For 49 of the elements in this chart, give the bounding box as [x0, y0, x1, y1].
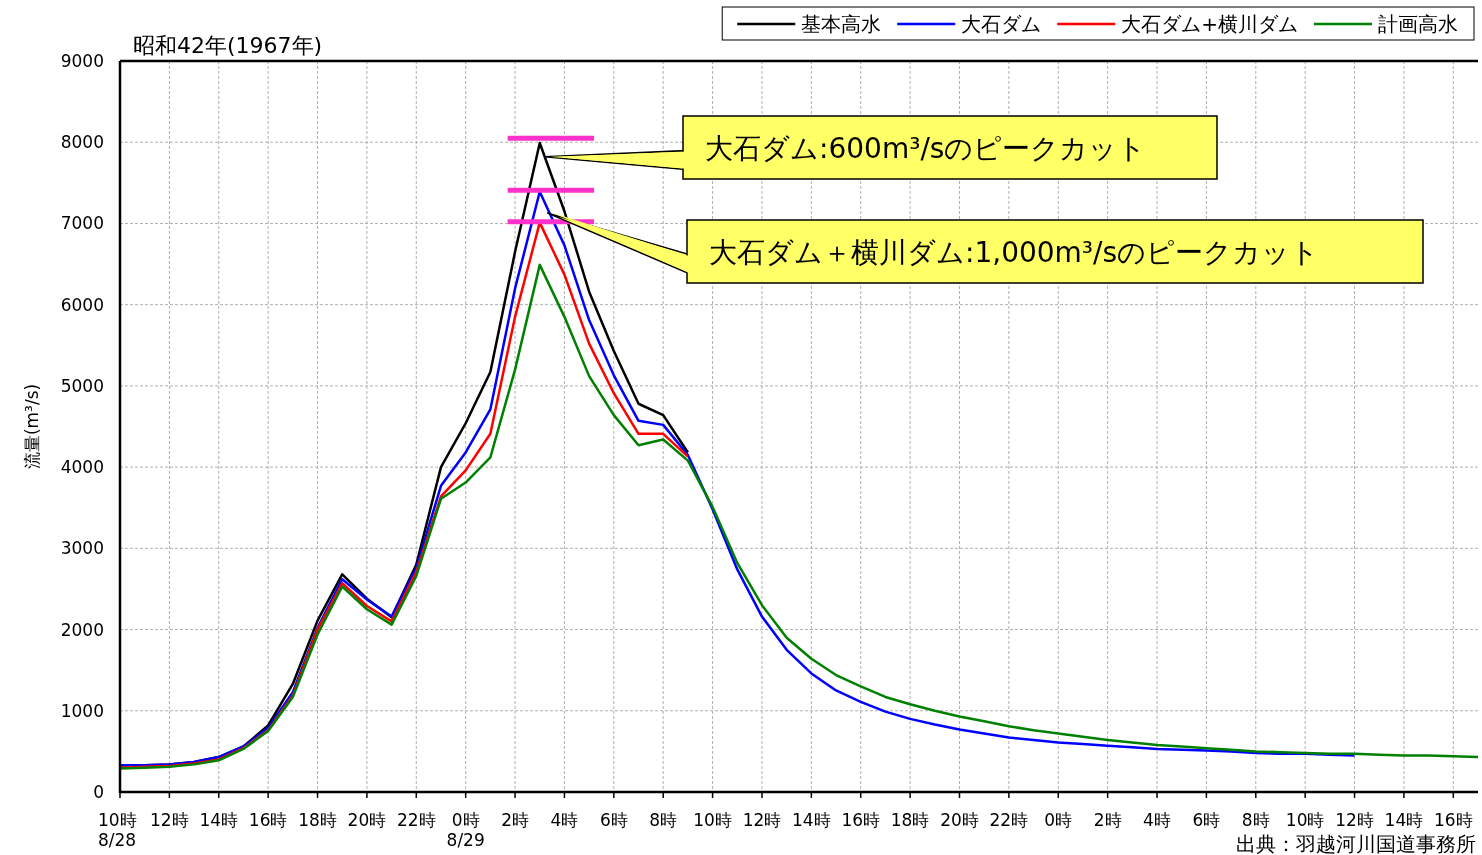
x-tick-label: 16時	[841, 810, 881, 830]
x-tick-label: 8時	[1241, 810, 1270, 830]
x-tick-label: 12時	[150, 810, 189, 830]
callout: 大石ダム:600m³/sのピークカット	[543, 115, 1218, 180]
x-tick-label: 18時	[890, 810, 930, 830]
x-tick-label: 0時	[1044, 810, 1073, 830]
callout: 大石ダム＋横川ダム:1,000m³/sのピークカット	[546, 212, 1424, 284]
legend-label: 大石ダム+横川ダム	[1121, 12, 1298, 36]
x-tick-label: 2時	[1093, 810, 1122, 830]
x-tick-label: 14時	[199, 810, 239, 830]
x-tick-label: 12時	[742, 810, 782, 830]
y-tick-label: 3000	[60, 538, 104, 559]
x-tick-label: 0時 8/29	[446, 810, 485, 851]
y-tick-label: 0	[93, 782, 104, 802]
annotation: 大石ダム:600m³/sのピークカット	[705, 131, 1147, 165]
x-tick-label: 4時	[550, 810, 579, 830]
y-tick-label: 8000	[60, 132, 104, 153]
source-note: 出典：羽越河川国道事務所	[1236, 832, 1476, 855]
y-tick-label: 6000	[60, 294, 104, 315]
annotation: 大石ダム＋横川ダム:1,000m³/sのピークカット	[709, 235, 1320, 269]
y-tick-label: 2000	[60, 619, 104, 640]
x-tick-label: 2時	[501, 810, 529, 830]
x-tick-label: 8時	[649, 810, 678, 830]
x-tick-label: 10時 8/28	[98, 810, 137, 851]
x-tick-label: 10時	[1285, 810, 1325, 830]
x-tick-label: 20時	[347, 810, 387, 830]
x-tick-label: 16時	[248, 810, 288, 830]
y-tick-label: 5000	[60, 375, 104, 396]
legend-label: 基本高水	[801, 12, 882, 36]
x-tick-label: 22時	[989, 810, 1029, 830]
legend-label: 大石ダム	[961, 12, 1042, 36]
x-tick-label: 20時	[940, 810, 979, 830]
y-tick-label: 1000	[60, 700, 104, 721]
x-tick-label: 6時	[599, 810, 628, 830]
chart-title: 昭和42年(1967年)	[133, 33, 323, 58]
x-tick-label: 4時	[1143, 810, 1171, 830]
x-tick-label: 22時	[396, 810, 436, 830]
y-axis-title: 流量(m³/s)	[22, 383, 42, 470]
x-tick-label: 10時	[693, 810, 732, 830]
x-tick-label: 12時	[1335, 810, 1374, 830]
y-tick-label: 7000	[60, 213, 104, 234]
x-tick-label: 14時	[792, 810, 831, 830]
y-tick-label: 9000	[60, 51, 104, 71]
x-tick-label: 6時	[1192, 810, 1221, 830]
x-tick-label: 18時	[298, 810, 337, 830]
x-tick-label: 14時	[1384, 810, 1424, 830]
x-tick-label: 16時	[1433, 810, 1473, 830]
y-tick-label: 4000	[60, 457, 104, 478]
legend-label: 計画高水	[1378, 12, 1458, 36]
